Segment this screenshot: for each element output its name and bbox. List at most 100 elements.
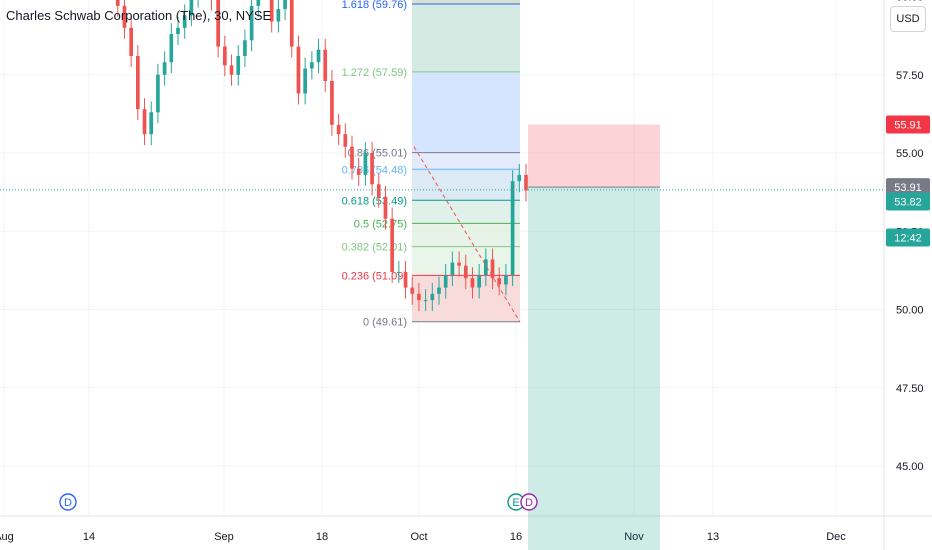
candle-body — [115, 0, 120, 6]
candle-body — [303, 68, 307, 94]
event-marker[interactable] — [520, 493, 538, 511]
price-label: 53.82 — [894, 197, 922, 209]
y-tick-label: 47.50 — [896, 383, 924, 395]
candle-body — [323, 49, 328, 82]
x-tick-label: 18 — [316, 531, 328, 543]
x-tick-label: 13 — [707, 531, 719, 543]
price-label-bg — [886, 115, 930, 134]
candle-body — [229, 65, 234, 75]
candle-body — [189, 0, 194, 16]
candle-body — [249, 5, 254, 41]
candle-body — [356, 168, 361, 175]
candle-body — [149, 112, 154, 135]
candle-body — [330, 81, 334, 125]
candle-body — [484, 259, 488, 276]
fib-level-label: 0.236 (51.09) — [342, 270, 407, 282]
price-label: 53.91 — [894, 182, 922, 194]
candle-body — [437, 287, 441, 294]
candle-body — [162, 62, 167, 75]
chart-title: Charles Schwab Corporation (The), 30, NY… — [6, 8, 272, 23]
candle-body — [129, 27, 133, 56]
x-tick-label: Oct — [410, 531, 427, 543]
candle-body — [457, 262, 461, 266]
currency-button[interactable]: USD — [890, 6, 926, 32]
x-tick-label: Aug — [0, 531, 14, 543]
candle-body — [517, 174, 522, 182]
candle-body — [243, 40, 247, 56]
fib-band — [412, 169, 520, 201]
fib-band — [412, 0, 520, 5]
event-marker[interactable] — [59, 493, 77, 511]
candle-body — [343, 134, 348, 147]
candle-body — [310, 62, 314, 69]
candle-body — [397, 271, 401, 273]
candle-body — [403, 271, 408, 288]
fib-level-label: 0.382 (52.01) — [342, 242, 407, 254]
candle-body — [490, 259, 495, 279]
price-label: 12:42 — [894, 233, 922, 245]
candle-body — [156, 74, 160, 113]
candle-body — [497, 278, 502, 285]
fib-level-label: 0 (49.61) — [363, 317, 407, 329]
candle-body — [276, 9, 281, 22]
fib-band — [412, 4, 520, 72]
candle-body — [136, 55, 140, 110]
candle-body — [443, 275, 448, 288]
candle-body — [142, 109, 147, 135]
fib-level-label: 0.618 (53.49) — [342, 195, 407, 207]
trend-line[interactable] — [413, 146, 521, 323]
event-marker-label: E — [512, 497, 519, 509]
y-tick-label: 50.00 — [896, 305, 924, 317]
fib-band — [412, 152, 520, 170]
candle-body — [283, 0, 287, 10]
event-marker-label: D — [525, 497, 533, 509]
candle-body — [370, 153, 374, 185]
candle-body — [504, 275, 508, 285]
candle-body — [524, 174, 528, 191]
candle-body — [363, 153, 368, 175]
candle-body — [350, 146, 354, 169]
x-tick-label: Nov — [624, 531, 644, 543]
candle-body — [236, 55, 241, 75]
fib-level-label: 1.618 (59.76) — [342, 0, 407, 11]
x-tick-label: 14 — [83, 531, 95, 543]
candle-body — [182, 15, 187, 28]
price-label-bg — [886, 192, 930, 211]
y-tick-label: 60.00 — [896, 0, 924, 4]
candle-body — [296, 46, 301, 94]
y-tick-label: 45.00 — [896, 461, 924, 473]
candle-body — [289, 0, 294, 47]
candle-body — [417, 293, 421, 301]
candle-body — [122, 5, 127, 28]
candle-body — [450, 262, 455, 276]
candle-body — [383, 196, 388, 219]
candle-body — [336, 124, 341, 135]
fib-band — [412, 200, 520, 224]
fib-level-label: 1.272 (57.59) — [342, 67, 407, 79]
candle-body — [430, 293, 435, 301]
candle-body — [216, 0, 220, 47]
price-label: 55.91 — [894, 120, 922, 132]
fib-band — [412, 223, 520, 247]
position-stop-zone[interactable] — [528, 124, 660, 188]
event-marker-label: D — [64, 497, 72, 509]
candle-body — [223, 46, 227, 66]
candle-body — [256, 0, 261, 6]
position-target-zone[interactable] — [528, 187, 660, 550]
fib-level-label: 0.5 (52.75) — [354, 218, 407, 230]
candle-body — [169, 34, 174, 63]
candle-body — [316, 49, 321, 63]
x-tick-label: Sep — [214, 531, 234, 543]
y-tick-label: 55.00 — [896, 148, 924, 160]
candle-body — [269, 0, 274, 22]
candle-body — [477, 275, 481, 288]
candle-body — [390, 218, 394, 272]
fib-level-label: 0.86 (55.01) — [348, 148, 407, 160]
candle-body — [410, 287, 415, 294]
candle-body — [376, 184, 381, 197]
candle-body — [463, 265, 468, 279]
fib-band — [412, 71, 520, 153]
x-tick-label: 16 — [510, 531, 522, 543]
price-label-bg — [886, 178, 930, 197]
